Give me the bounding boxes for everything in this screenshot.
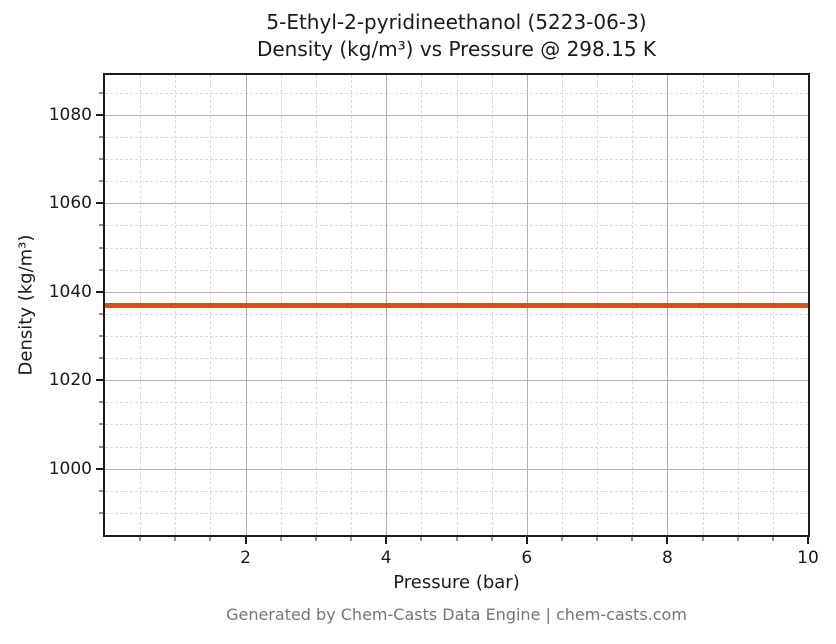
x-axis-label: Pressure (bar)	[393, 572, 520, 593]
y-minor-tick	[99, 335, 103, 337]
plot-area: 1000 1020 1040 1060 1080 2 4 6 8 10	[49, 73, 819, 568]
footer-credit: Generated by Chem-Casts Data Engine | ch…	[226, 605, 687, 624]
y-minor-tick	[99, 92, 103, 94]
chart-title: 5-Ethyl-2-pyridineethanol (5223-06-3) De…	[103, 9, 810, 63]
x-minor-tick	[631, 537, 633, 541]
x-tick-label: 8	[661, 548, 673, 568]
x-major-tick	[525, 537, 528, 544]
y-minor-tick	[99, 269, 103, 271]
y-minor-tick	[99, 446, 103, 448]
y-minor-tick	[99, 247, 103, 248]
x-tick-label: 10	[797, 548, 819, 568]
y-minor-tick	[99, 158, 103, 160]
x-minor-tick	[561, 537, 563, 541]
y-tick-label: 1080	[48, 104, 92, 125]
x-major-tick	[666, 537, 669, 544]
y-minor-tick	[99, 401, 103, 403]
x-minor-tick	[420, 537, 422, 541]
x-minor-tick	[772, 537, 774, 541]
x-minor-tick	[702, 537, 704, 541]
y-minor-tick	[99, 313, 103, 315]
x-minor-tick	[174, 537, 176, 541]
x-major-tick	[807, 537, 809, 544]
y-major-gridline	[105, 380, 808, 382]
y-major-gridline	[105, 114, 808, 116]
y-major-tick	[96, 290, 103, 293]
y-minor-tick	[99, 423, 103, 425]
x-tick-label: 2	[240, 548, 252, 568]
y-axis-label: Density (kg/m³)	[15, 234, 37, 376]
x-minor-tick	[737, 537, 739, 541]
y-tick-label: 1040	[48, 281, 92, 302]
y-major-tick	[96, 379, 103, 382]
y-tick-label: 1020	[48, 370, 92, 391]
y-major-tick	[96, 467, 103, 470]
density-series-line	[105, 302, 808, 308]
x-major-tick	[385, 537, 388, 544]
y-tick-label: 1000	[48, 458, 92, 479]
y-minor-tick	[99, 512, 103, 514]
y-major-tick	[96, 202, 103, 205]
y-minor-tick	[99, 180, 103, 182]
y-major-gridline	[105, 203, 808, 205]
chart-title-line2: Density (kg/m³) vs Pressure @ 298.15 K	[256, 37, 657, 61]
x-tick-label: 4	[380, 548, 392, 568]
y-major-tick	[96, 113, 103, 116]
x-minor-tick	[139, 537, 141, 541]
chart-title-line1: 5-Ethyl-2-pyridineethanol (5223-06-3)	[266, 10, 647, 34]
y-minor-tick	[99, 490, 103, 492]
x-minor-tick	[596, 537, 598, 541]
y-major-gridline	[105, 468, 808, 470]
y-tick-label: 1060	[48, 193, 92, 214]
x-minor-tick	[491, 537, 493, 541]
x-tick-label: 6	[521, 548, 533, 568]
x-minor-tick	[280, 537, 282, 541]
y-minor-tick	[99, 136, 103, 138]
y-minor-tick	[99, 357, 103, 359]
x-minor-tick	[350, 537, 352, 541]
y-minor-tick	[99, 224, 103, 226]
x-major-tick	[244, 537, 247, 544]
x-minor-tick	[209, 537, 211, 541]
x-minor-tick	[315, 537, 317, 541]
y-major-gridline	[105, 291, 808, 293]
x-minor-tick	[456, 537, 457, 541]
